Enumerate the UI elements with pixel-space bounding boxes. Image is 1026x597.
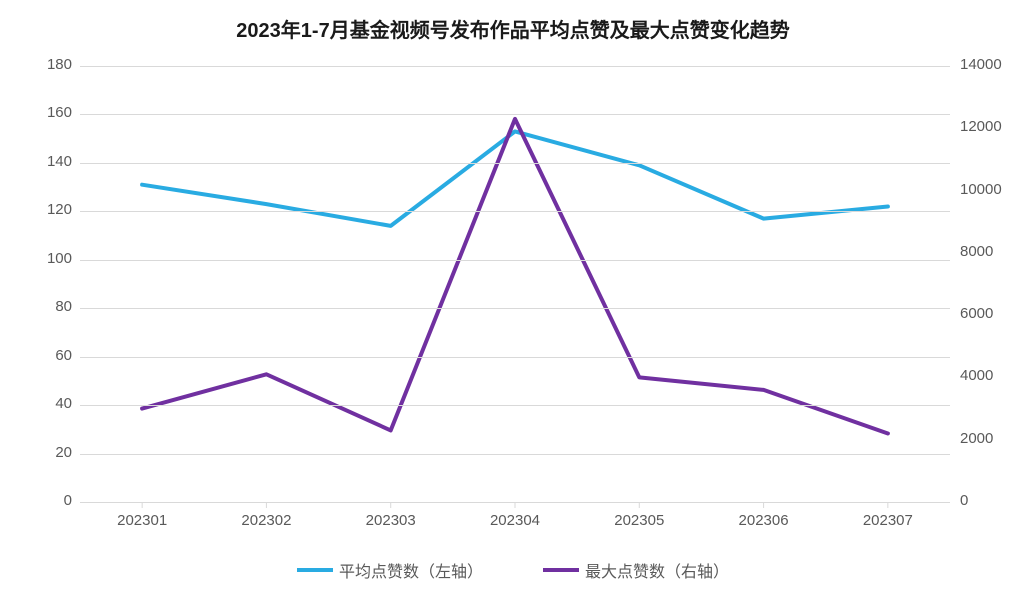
- y-left-tick-label: 120: [30, 201, 72, 218]
- y-left-tick-label: 20: [30, 444, 72, 461]
- gridline: [80, 308, 950, 309]
- chart-title: 2023年1-7月基金视频号发布作品平均点赞及最大点赞变化趋势: [0, 0, 1026, 43]
- gridline: [80, 405, 950, 406]
- gridline: [80, 66, 950, 67]
- y-left-tick-label: 140: [30, 153, 72, 170]
- x-tick-label: 202304: [490, 512, 540, 529]
- legend-item-1: 最大点赞数（右轴）: [543, 558, 729, 582]
- y-right-tick-label: 8000: [960, 243, 1020, 260]
- y-left-tick-label: 0: [30, 492, 72, 509]
- y-right-tick-label: 4000: [960, 367, 1020, 384]
- y-left-tick-label: 40: [30, 395, 72, 412]
- plot-area: 0204060801001201401601800200040006000800…: [80, 66, 950, 502]
- y-right-tick-label: 12000: [960, 118, 1020, 135]
- gridline: [80, 502, 950, 503]
- gridline: [80, 357, 950, 358]
- x-tick-label: 202305: [614, 512, 664, 529]
- x-tick-label: 202303: [366, 512, 416, 529]
- y-left-tick-label: 80: [30, 298, 72, 315]
- legend-swatch: [543, 568, 579, 572]
- gridline: [80, 163, 950, 164]
- y-right-tick-label: 6000: [960, 305, 1020, 322]
- x-tick-label: 202302: [241, 512, 291, 529]
- gridline: [80, 454, 950, 455]
- y-right-tick-label: 10000: [960, 181, 1020, 198]
- y-left-tick-label: 60: [30, 347, 72, 364]
- x-tick-label: 202307: [863, 512, 913, 529]
- legend-label: 平均点赞数（左轴）: [339, 558, 483, 582]
- gridline: [80, 211, 950, 212]
- gridline: [80, 114, 950, 115]
- y-right-tick-label: 14000: [960, 56, 1020, 73]
- legend-swatch: [297, 568, 333, 572]
- chart-container: 2023年1-7月基金视频号发布作品平均点赞及最大点赞变化趋势 02040608…: [0, 0, 1026, 597]
- x-tick-label: 202306: [739, 512, 789, 529]
- y-right-tick-label: 2000: [960, 430, 1020, 447]
- series-svg: [80, 66, 950, 502]
- y-left-tick-label: 160: [30, 104, 72, 121]
- y-left-tick-label: 100: [30, 250, 72, 267]
- legend-label: 最大点赞数（右轴）: [585, 558, 729, 582]
- legend: 平均点赞数（左轴） 最大点赞数（右轴）: [0, 558, 1026, 582]
- x-tick-label: 202301: [117, 512, 167, 529]
- y-left-tick-label: 180: [30, 56, 72, 73]
- y-right-tick-label: 0: [960, 492, 1020, 509]
- series-line-1: [142, 119, 888, 434]
- legend-item-0: 平均点赞数（左轴）: [297, 558, 483, 582]
- gridline: [80, 260, 950, 261]
